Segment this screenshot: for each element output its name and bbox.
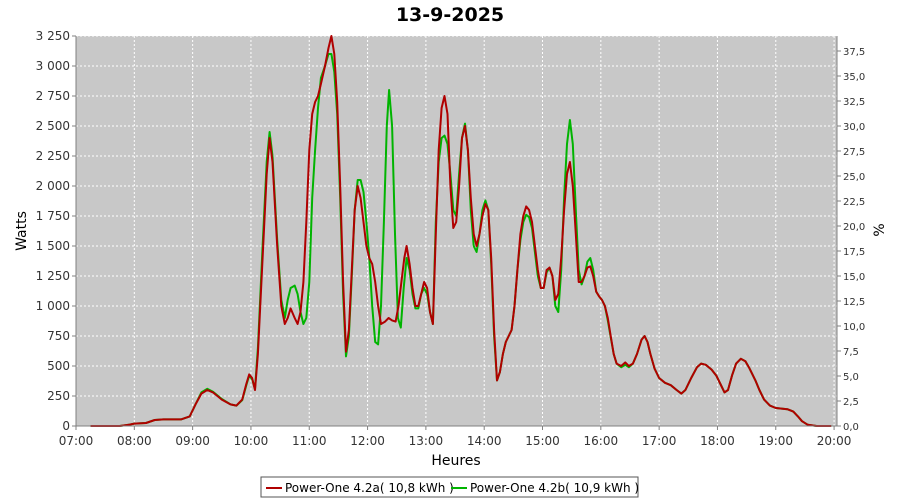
y-tick-label: 1 750 — [36, 209, 70, 223]
y-tick-label: 3 000 — [36, 59, 70, 73]
y2-tick-label: 22,5 — [843, 197, 865, 208]
x-tick-label: 11:00 — [292, 434, 327, 448]
x-tick-label: 17:00 — [642, 434, 677, 448]
y-tick-label: 2 500 — [36, 119, 70, 133]
x-tick-label: 08:00 — [117, 434, 152, 448]
y-tick-label: 0 — [62, 419, 70, 433]
y2-tick-label: 30,0 — [843, 122, 865, 133]
y2-tick-label: 15,0 — [843, 272, 865, 283]
y-tick-label: 2 000 — [36, 179, 70, 193]
y-tick-label: 1 250 — [36, 269, 70, 283]
grid-lines — [75, 35, 837, 427]
y2-tick-label: 27,5 — [843, 147, 865, 158]
y-axis-label: Watts — [14, 211, 30, 251]
y-tick-label: 2 750 — [36, 89, 70, 103]
y-tick-label: 750 — [47, 329, 70, 343]
axis-ticks: 07:00 08:00 09:00 10:00 11:00 12:00 13:00 14:00… — [36, 29, 866, 448]
y2-tick-label: 7,5 — [843, 347, 859, 358]
series-line-a — [90, 35, 832, 427]
y2-tick-label: 10,0 — [843, 322, 865, 333]
x-tick-label: 07:00 — [59, 434, 94, 448]
legend-label-series-a: Power-One 4.2a( 10,8 kWh ) — [285, 481, 454, 495]
x-tick-label: 13:00 — [409, 434, 444, 448]
y2-tick-label: 25,0 — [843, 172, 865, 183]
legend-label-series-b: Power-One 4.2b( 10,9 kWh ) — [470, 481, 639, 495]
y2-tick-label: 17,5 — [843, 247, 865, 258]
legend-box — [260, 476, 639, 498]
y-tick-label: 1 000 — [36, 299, 70, 313]
x-tick-label: 18:00 — [700, 434, 735, 448]
y2-tick-label: 37,5 — [843, 47, 865, 58]
y2-tick-label: 32,5 — [843, 97, 865, 108]
y-tick-label: 1 500 — [36, 239, 70, 253]
x-tick-label: 12:00 — [350, 434, 385, 448]
x-tick-label: 10:00 — [234, 434, 269, 448]
x-tick-label: 19:00 — [758, 434, 793, 448]
y2-tick-label: 20,0 — [843, 222, 865, 233]
chart-title: 13-9-2025 — [396, 4, 504, 26]
x-tick-label: 14:00 — [467, 434, 502, 448]
y-tick-label: 250 — [47, 389, 70, 403]
y2-tick-label: 12,5 — [843, 297, 865, 308]
y2-tick-label: 35,0 — [843, 72, 865, 83]
y2-tick-label: 0,0 — [843, 422, 859, 433]
series-lines — [90, 35, 832, 427]
y-tick-label: 2 250 — [36, 149, 70, 163]
y2-tick-label: 5,0 — [843, 372, 859, 383]
legend: Power-One 4.2a( 10,8 kWh ) Power-One 4.2… — [260, 476, 639, 498]
x-axis-label: Heures — [431, 453, 480, 469]
plot-area — [76, 36, 837, 426]
x-tick-label: 09:00 — [175, 434, 210, 448]
y2-axis-label: % — [872, 223, 888, 236]
y-tick-label: 3 250 — [36, 29, 70, 43]
y2-tick-label: 2,5 — [843, 397, 859, 408]
x-tick-label: 15:00 — [525, 434, 560, 448]
y-tick-label: 500 — [47, 359, 70, 373]
x-tick-label: 20:00 — [817, 434, 852, 448]
x-tick-label: 16:00 — [584, 434, 619, 448]
